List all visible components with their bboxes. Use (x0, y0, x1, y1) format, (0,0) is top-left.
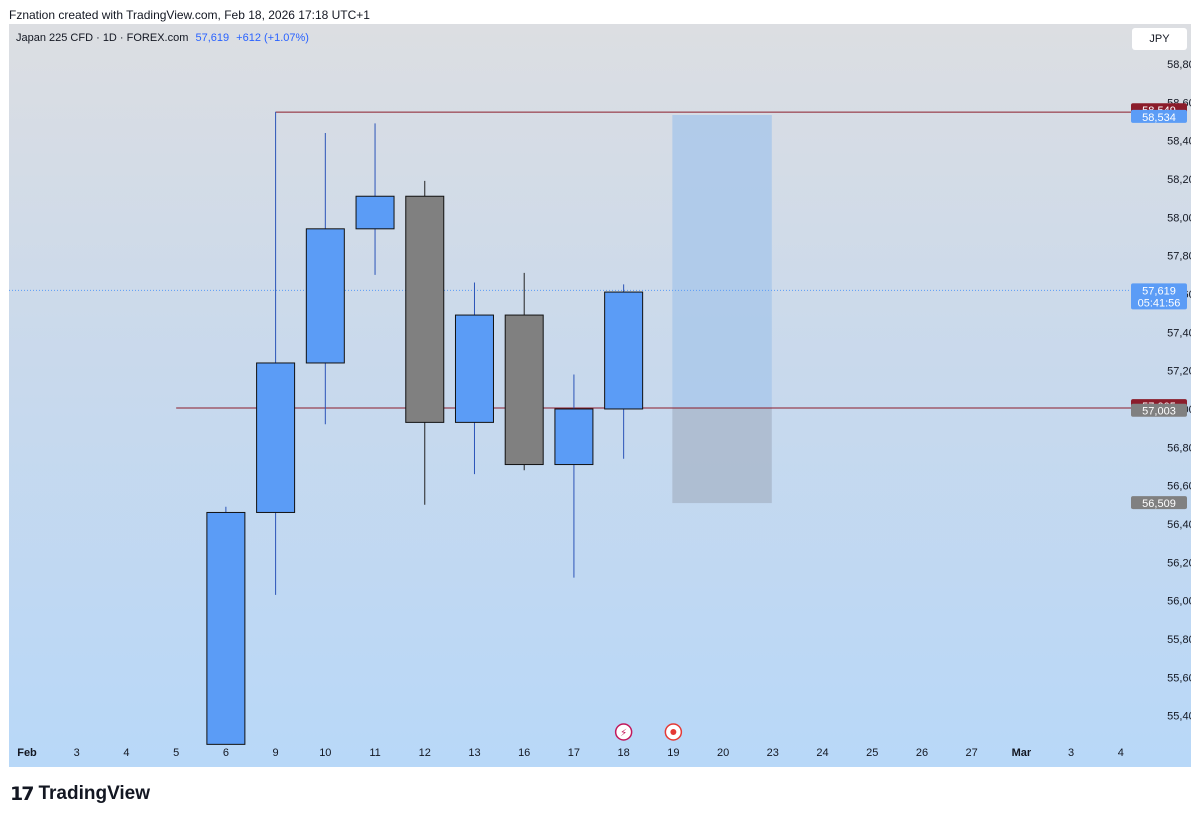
x-tick-label: 23 (767, 747, 779, 759)
y-tick-label: 58,800 (1167, 59, 1191, 71)
chart-credit: Fznation created with TradingView.com, F… (9, 8, 370, 22)
y-tick-label: 57,400 (1167, 327, 1191, 339)
x-tick-label: 16 (518, 747, 530, 759)
candle-body (454, 314, 494, 423)
y-tick-label: 56,000 (1167, 596, 1191, 608)
candle-body (604, 291, 644, 410)
tradingview-logo: 17 TradingView (10, 782, 150, 806)
candle-body (504, 314, 544, 466)
x-tick-label: 26 (916, 747, 928, 759)
x-tick-label: 10 (319, 747, 331, 759)
x-tick-label: 12 (419, 747, 431, 759)
x-tick-label: 27 (966, 747, 978, 759)
x-tick-label: 11 (369, 747, 380, 759)
chart-area[interactable]: 58,80058,60058,40058,20058,00057,80057,6… (9, 24, 1191, 767)
x-tick-label: Feb (17, 747, 37, 759)
y-tick-label: 57,200 (1167, 366, 1191, 378)
y-tick-label: 55,600 (1167, 672, 1191, 684)
x-tick-label: 24 (816, 747, 828, 759)
price-badge-current-countdown: 05:41:56 (1138, 297, 1181, 309)
price-badge-current: 57,619 (1142, 285, 1176, 297)
price-badge-zone-top-bg (1131, 109, 1187, 123)
candle-body (355, 195, 395, 230)
x-tick-label: 20 (717, 747, 729, 759)
y-tick-label: 57,800 (1167, 251, 1191, 263)
x-tick-label: 13 (468, 747, 480, 759)
tradingview-logo-text: TradingView (38, 783, 151, 804)
price-badge-current-bg (1131, 283, 1187, 310)
x-tick-label: 4 (1118, 747, 1124, 759)
y-tick-label: 55,800 (1167, 634, 1191, 646)
currency-button[interactable]: JPY (1132, 28, 1187, 50)
candle-body (554, 408, 594, 466)
x-tick-label: 6 (223, 747, 229, 759)
x-tick-label: Mar (1012, 747, 1032, 759)
price-badge-zone-bottom: 56,509 (1142, 498, 1176, 510)
price-change: +612 (+1.07%) (236, 32, 309, 44)
x-tick-label: 4 (123, 747, 129, 759)
candlestick-chart[interactable]: 58,80058,60058,40058,20058,00057,80057,6… (9, 24, 1191, 767)
candle-body (256, 362, 296, 513)
x-tick-label: 19 (667, 747, 679, 759)
record-event-dot (670, 729, 677, 735)
candle-body (305, 228, 345, 364)
x-tick-label: 17 (568, 747, 580, 759)
y-tick-label: 58,400 (1167, 136, 1191, 148)
symbol-legend: Japan 225 CFD · 1D · FOREX.com 57,619 +6… (16, 32, 309, 44)
x-tick-label: 9 (273, 747, 279, 759)
price-badge-zone-mid-bg (1131, 403, 1187, 417)
y-tick-label: 55,400 (1167, 711, 1191, 723)
target-zone-1 (672, 408, 772, 504)
y-tick-label: 58,200 (1167, 174, 1191, 186)
price-badge-zone-top: 58,534 (1142, 112, 1176, 124)
symbol-name: Japan 225 CFD · 1D · FOREX.com (16, 32, 189, 44)
target-zone-0 (672, 114, 772, 409)
tradingview-logo-icon: 17 (10, 783, 34, 805)
y-tick-label: 56,600 (1167, 481, 1191, 493)
x-tick-label: 5 (173, 747, 179, 759)
price-badge-zone-mid: 57,003 (1142, 406, 1176, 418)
lightning-event-glyph: ⚡ (620, 728, 627, 739)
price-badge-zone-bottom-bg (1131, 496, 1187, 510)
candle-body (206, 511, 246, 745)
y-tick-label: 56,400 (1167, 519, 1191, 531)
x-tick-label: 25 (866, 747, 878, 759)
x-tick-label: 3 (74, 747, 80, 759)
x-tick-label: 3 (1068, 747, 1074, 759)
y-tick-label: 56,800 (1167, 442, 1191, 454)
y-tick-label: 56,200 (1167, 557, 1191, 569)
last-price: 57,619 (195, 32, 230, 44)
lightning-event-icon (614, 723, 633, 741)
y-tick-label: 58,000 (1167, 212, 1191, 224)
candle-body (405, 195, 445, 423)
x-tick-label: 18 (618, 747, 630, 759)
